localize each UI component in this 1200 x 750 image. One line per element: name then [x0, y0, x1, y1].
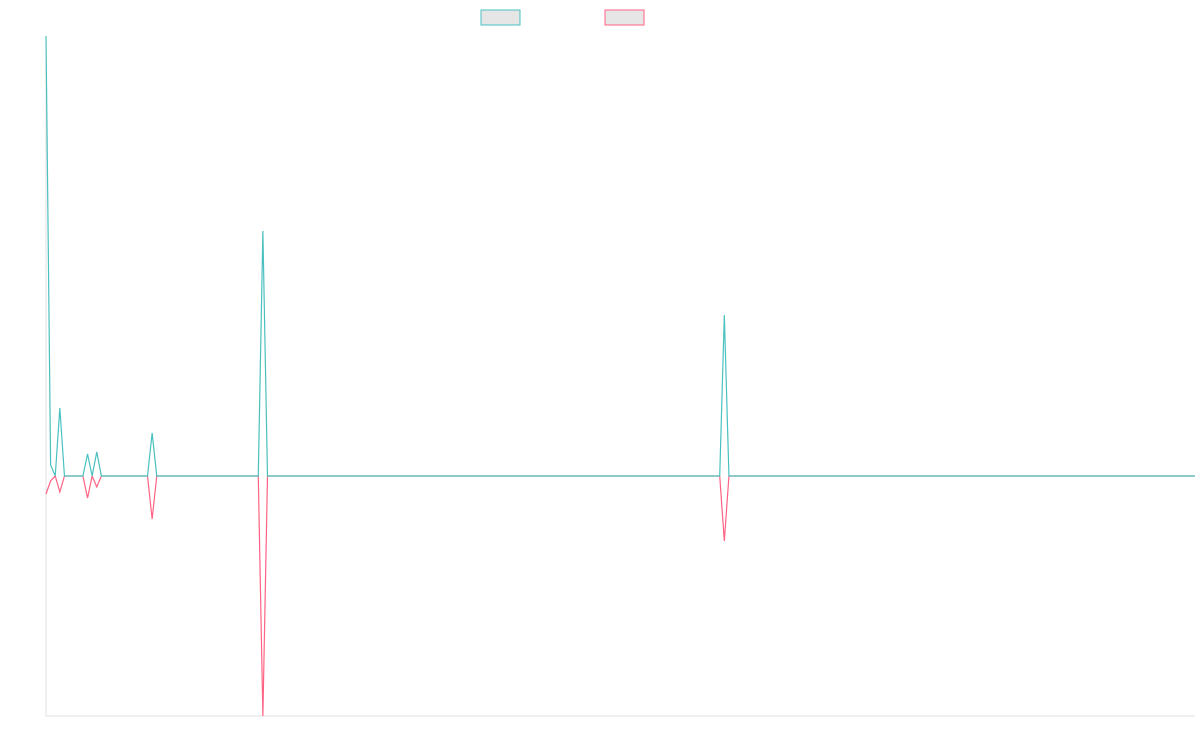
- legend-swatch: [604, 9, 645, 26]
- series-line: [45, 35, 1195, 477]
- series-line: [45, 473, 1195, 717]
- legend-swatch: [480, 9, 521, 26]
